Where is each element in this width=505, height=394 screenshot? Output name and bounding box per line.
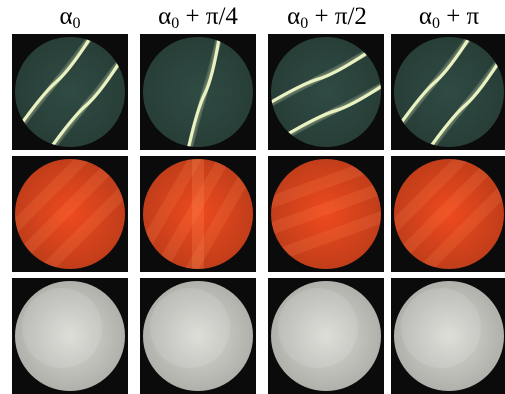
column-label-4: α0 + π xyxy=(418,3,480,32)
disc xyxy=(15,159,125,269)
column-label-3: α0 + π/2 xyxy=(287,3,367,32)
image-white-disc-2 xyxy=(140,278,256,394)
disc xyxy=(271,281,381,391)
disc xyxy=(15,281,125,391)
disc xyxy=(394,159,504,269)
disc xyxy=(143,159,253,269)
image-white-disc-3 xyxy=(268,278,384,394)
image-red-disc-1 xyxy=(12,156,128,272)
image-red-disc-3 xyxy=(268,156,384,272)
disc xyxy=(394,281,504,391)
disc xyxy=(15,37,125,147)
column-label-1: α0 xyxy=(59,3,81,32)
disc xyxy=(394,37,504,147)
image-green-fringes-4 xyxy=(391,34,505,150)
image-white-disc-4 xyxy=(391,278,505,394)
image-red-disc-4 xyxy=(391,156,505,272)
image-green-fringes-2 xyxy=(140,34,256,150)
image-green-fringes-1 xyxy=(12,34,128,150)
column-label-2: α0 + π/4 xyxy=(158,3,238,32)
image-green-fringes-3 xyxy=(268,34,384,150)
image-red-disc-2 xyxy=(140,156,256,272)
disc xyxy=(143,281,253,391)
disc xyxy=(143,37,253,147)
disc xyxy=(271,159,381,269)
image-white-disc-1 xyxy=(12,278,128,394)
